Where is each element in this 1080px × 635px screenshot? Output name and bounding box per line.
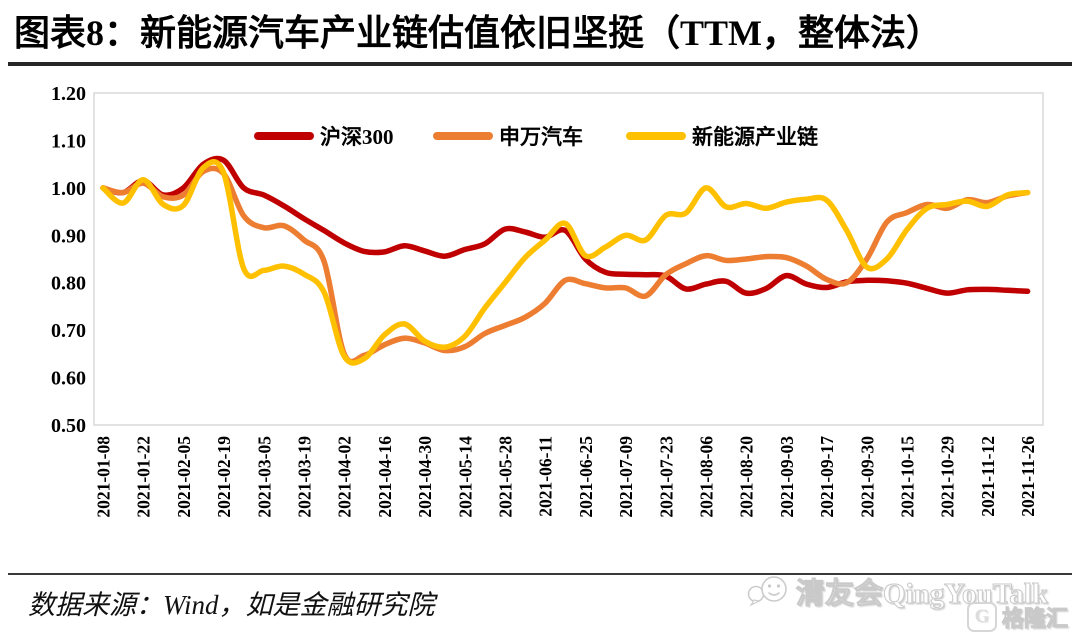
x-axis-tick-label: 2021-10-29	[938, 436, 958, 518]
x-axis-tick-label: 2021-09-17	[817, 436, 837, 518]
y-axis-tick-label: 0.70	[51, 320, 86, 342]
x-axis-tick-label: 2021-07-09	[616, 436, 636, 518]
x-axis-tick-label: 2021-10-15	[898, 436, 918, 518]
y-axis-tick-label: 0.80	[51, 273, 86, 295]
y-axis-tick-label: 0.60	[51, 368, 86, 390]
x-axis-tick-label: 2021-05-14	[455, 436, 475, 518]
x-axis-tick-label: 2021-03-05	[254, 436, 274, 518]
title-divider	[8, 62, 1072, 66]
series-line-2	[100, 165, 1031, 365]
x-axis-tick-label: 2021-07-23	[656, 436, 676, 518]
x-axis-tick-label: 2021-04-16	[375, 436, 395, 518]
x-axis-tick-label: 2021-03-19	[295, 436, 315, 518]
gelonghui-watermark: G 格隆汇	[966, 601, 1069, 633]
smiley-bubble-icon	[747, 576, 787, 607]
y-axis-tick-label: 1.20	[51, 83, 86, 105]
footer-divider	[8, 573, 1072, 575]
x-axis-tick-label: 2021-05-28	[496, 436, 516, 518]
x-axis-tick-label: 2021-09-03	[777, 436, 797, 518]
x-axis-tick-label: 2021-01-08	[94, 436, 114, 518]
x-axis-tick-label: 2021-01-22	[134, 436, 154, 518]
series-line-3	[100, 158, 1031, 366]
y-axis-tick-label: 1.00	[51, 178, 86, 200]
gelonghui-logo-icon: G	[966, 602, 997, 632]
y-axis-tick-label: 0.50	[51, 415, 86, 437]
y-axis-tick-label: 0.90	[51, 225, 86, 247]
qingyoutalk-watermark-text: 清友会QingYouTalk	[796, 578, 1049, 611]
gelonghui-watermark-text: 格隆汇	[1001, 606, 1068, 632]
legend-label: 新能源产业链	[692, 125, 819, 149]
x-axis-tick-label: 2021-11-26	[1018, 436, 1038, 517]
legend-label: 申万汽车	[499, 125, 583, 149]
x-axis-tick-label: 2021-04-30	[415, 436, 435, 518]
qingyoutalk-watermark: 清友会QingYouTalk	[746, 570, 1048, 612]
chart-title: 图表8：新能源汽车产业链估值依旧坚挺（TTM，整体法）	[14, 13, 943, 53]
legend-label: 沪深300	[320, 125, 394, 149]
x-axis-tick-label: 2021-09-30	[857, 436, 877, 518]
x-axis-tick-label: 2021-08-06	[697, 436, 717, 518]
data-source-note: 数据来源：Wind，如是金融研究院	[28, 590, 435, 620]
x-axis-tick-label: 2021-06-25	[576, 436, 596, 518]
x-axis-tick-label: 2021-11-12	[978, 436, 998, 517]
series-line-1	[100, 155, 1031, 297]
x-axis-tick-label: 2021-08-20	[737, 436, 757, 518]
x-axis-tick-label: 2021-02-05	[174, 436, 194, 518]
x-axis-tick-label: 2021-06-11	[536, 436, 556, 517]
plot-border	[93, 92, 1044, 426]
y-axis-tick-label: 1.10	[51, 130, 86, 152]
x-axis-tick-label: 2021-04-02	[335, 436, 355, 518]
x-axis-tick-label: 2021-02-19	[214, 436, 234, 518]
